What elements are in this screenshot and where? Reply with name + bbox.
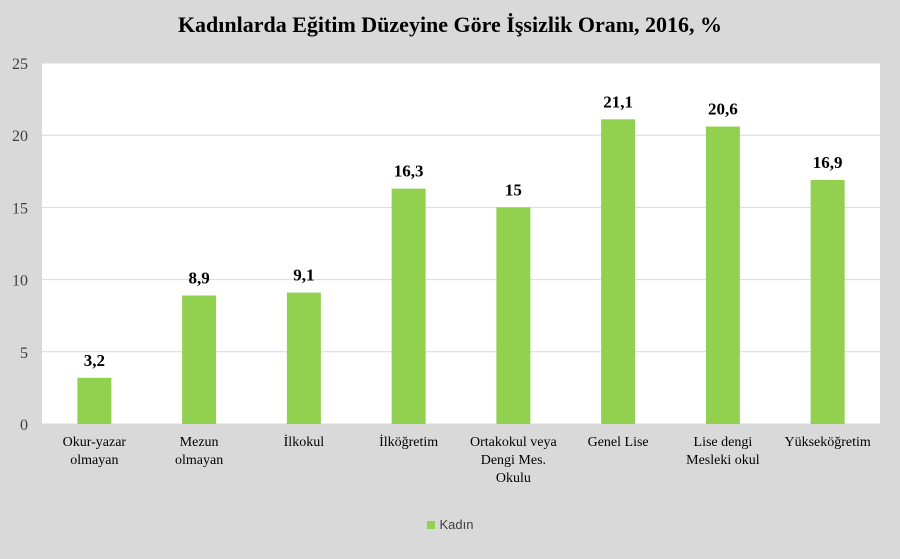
x-category-label: Okulu bbox=[496, 471, 531, 486]
legend: Kadın bbox=[0, 516, 900, 532]
x-category-label: Okur-yazar bbox=[63, 435, 127, 450]
x-category-label: Mezun bbox=[180, 435, 219, 450]
x-category-label: Ortakokul veya bbox=[470, 435, 557, 450]
x-category-label: Dengi Mes. bbox=[481, 453, 546, 468]
chart-title: Kadınlarda Eğitim Düzeyine Göre İşsizlik… bbox=[177, 12, 723, 37]
x-category-label: Lise dengi bbox=[694, 435, 753, 450]
data-label: 16,9 bbox=[813, 153, 843, 172]
x-category-label: Yükseköğretim bbox=[784, 435, 870, 450]
x-category-label: İlkokul bbox=[284, 434, 325, 450]
data-label: 3,2 bbox=[84, 351, 105, 370]
y-tick-label: 10 bbox=[12, 273, 28, 290]
legend-label: Kadın bbox=[439, 517, 474, 533]
y-tick-label: 15 bbox=[12, 200, 28, 217]
x-category-label: olmayan bbox=[175, 453, 223, 468]
x-category-label: Genel Lise bbox=[588, 435, 649, 450]
plot-area bbox=[42, 63, 880, 424]
data-label: 16,3 bbox=[394, 162, 424, 181]
data-label: 8,9 bbox=[189, 268, 210, 287]
bar bbox=[705, 126, 740, 424]
bar bbox=[601, 119, 636, 424]
legend-swatch bbox=[426, 520, 435, 529]
y-tick-label: 25 bbox=[12, 56, 28, 73]
x-category-label: İlköğretim bbox=[379, 434, 438, 450]
data-label: 20,6 bbox=[708, 100, 738, 119]
bar bbox=[77, 377, 112, 424]
x-category-label: Mesleki okul bbox=[686, 453, 760, 468]
bar bbox=[182, 295, 217, 424]
x-category-label: olmayan bbox=[70, 453, 118, 468]
y-tick-label: 20 bbox=[12, 128, 28, 145]
bar bbox=[391, 188, 426, 424]
bar bbox=[496, 207, 531, 424]
data-label: 15 bbox=[505, 180, 522, 199]
bar bbox=[286, 292, 321, 424]
data-label: 21,1 bbox=[603, 92, 633, 111]
y-tick-label: 0 bbox=[20, 417, 28, 434]
y-tick-label: 5 bbox=[20, 345, 28, 362]
data-label: 9,1 bbox=[293, 266, 314, 285]
bar bbox=[810, 179, 845, 424]
